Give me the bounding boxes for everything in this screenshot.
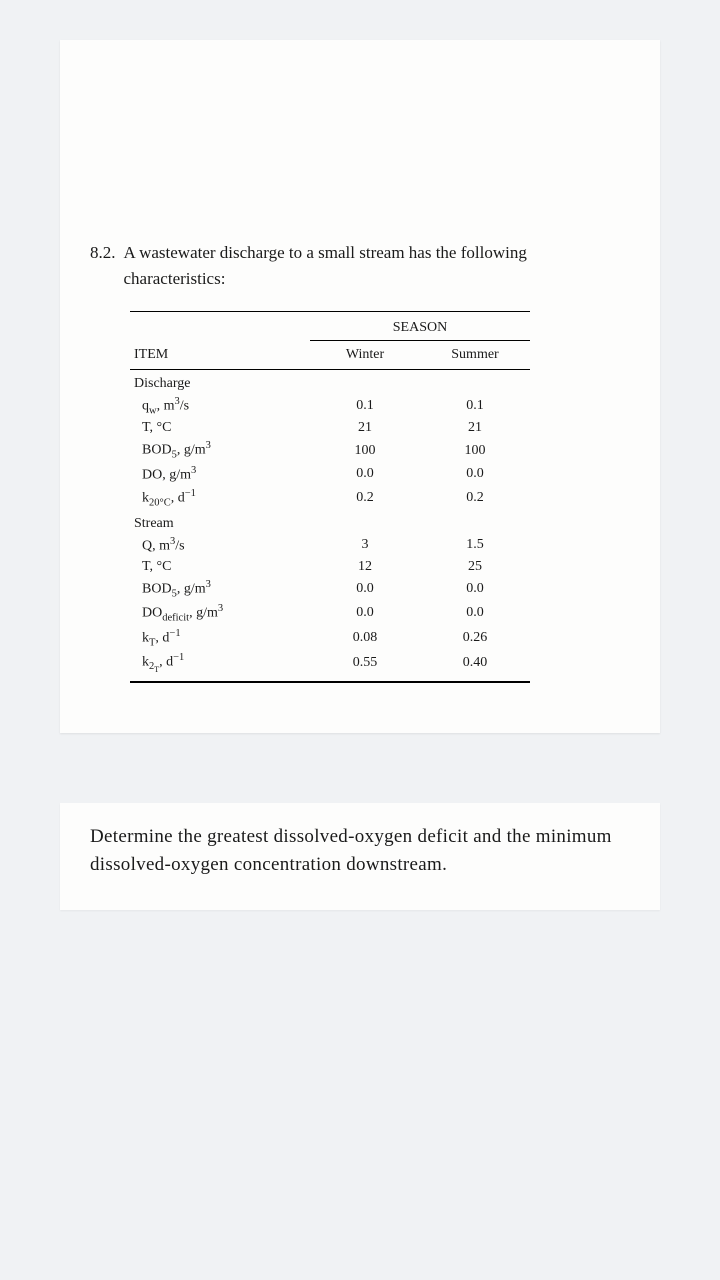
stream-section-title: Stream <box>130 510 310 534</box>
table-row: BOD5, g/m3 0.0 0.0 <box>130 577 530 601</box>
row-label: qw, m3/s <box>130 394 310 418</box>
row-label: DO, g/m3 <box>130 463 310 486</box>
table-row: T, °C 12 25 <box>130 557 530 577</box>
row-label: BOD5, g/m3 <box>130 577 310 601</box>
row-label: T, °C <box>130 557 310 577</box>
row-label: kT, d−1 <box>130 626 310 650</box>
row-summer: 0.1 <box>420 394 530 418</box>
row-label: Q, m3/s <box>130 534 310 557</box>
row-label: T, °C <box>130 418 310 438</box>
question-section: Determine the greatest dissolved-oxygen … <box>60 803 660 910</box>
row-summer: 100 <box>420 438 530 462</box>
data-table-container: SEASON ITEM Winter Summer Discharge qw, … <box>130 311 530 683</box>
row-summer: 0.0 <box>420 601 530 625</box>
summer-header: Summer <box>420 341 530 370</box>
table-row: k20°C, d−1 0.2 0.2 <box>130 486 530 510</box>
table-row: DOdeficit, g/m3 0.0 0.0 <box>130 601 530 625</box>
table-row: qw, m3/s 0.1 0.1 <box>130 394 530 418</box>
row-winter: 12 <box>310 557 420 577</box>
discharge-section-title: Discharge <box>130 370 310 395</box>
season-header: SEASON <box>310 312 530 341</box>
problem-intro: A wastewater discharge to a small stream… <box>124 240 631 291</box>
table-row: kT, d−1 0.08 0.26 <box>130 626 530 650</box>
table-row: BOD5, g/m3 100 100 <box>130 438 530 462</box>
row-winter: 0.0 <box>310 463 420 486</box>
row-winter: 0.55 <box>310 650 420 682</box>
problem-header: 8.2. A wastewater discharge to a small s… <box>90 240 630 291</box>
row-summer: 21 <box>420 418 530 438</box>
table-row: T, °C 21 21 <box>130 418 530 438</box>
row-summer: 0.0 <box>420 577 530 601</box>
row-winter: 3 <box>310 534 420 557</box>
table-row: k2T, d−1 0.55 0.40 <box>130 650 530 682</box>
table-row: Q, m3/s 3 1.5 <box>130 534 530 557</box>
row-label: DOdeficit, g/m3 <box>130 601 310 625</box>
row-label: k20°C, d−1 <box>130 486 310 510</box>
item-header: ITEM <box>130 341 310 370</box>
table-row: DO, g/m3 0.0 0.0 <box>130 463 530 486</box>
row-winter: 0.1 <box>310 394 420 418</box>
page-content: 8.2. A wastewater discharge to a small s… <box>60 40 660 733</box>
row-summer: 0.40 <box>420 650 530 682</box>
row-winter: 0.0 <box>310 577 420 601</box>
data-table: SEASON ITEM Winter Summer Discharge qw, … <box>130 311 530 683</box>
row-winter: 21 <box>310 418 420 438</box>
row-summer: 0.0 <box>420 463 530 486</box>
row-summer: 0.26 <box>420 626 530 650</box>
row-summer: 25 <box>420 557 530 577</box>
row-winter: 0.2 <box>310 486 420 510</box>
row-summer: 0.2 <box>420 486 530 510</box>
problem-number: 8.2. <box>90 240 124 291</box>
question-text: Determine the greatest dissolved-oxygen … <box>90 823 630 880</box>
row-winter: 0.08 <box>310 626 420 650</box>
row-label: k2T, d−1 <box>130 650 310 682</box>
row-label: BOD5, g/m3 <box>130 438 310 462</box>
row-summer: 1.5 <box>420 534 530 557</box>
row-winter: 0.0 <box>310 601 420 625</box>
winter-header: Winter <box>310 341 420 370</box>
row-winter: 100 <box>310 438 420 462</box>
